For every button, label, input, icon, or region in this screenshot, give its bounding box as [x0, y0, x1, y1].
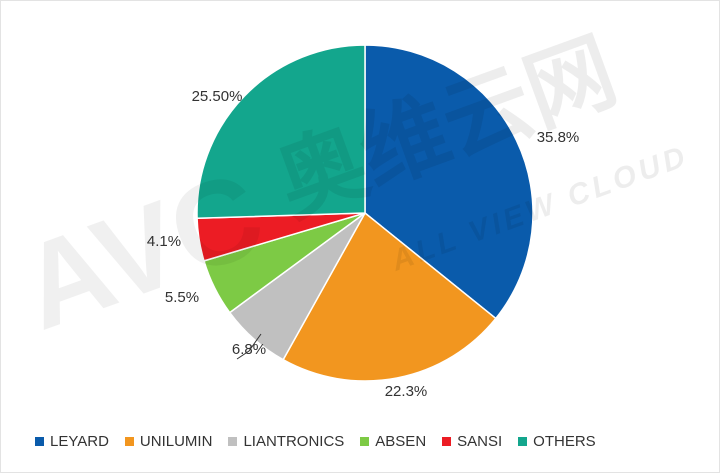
legend-item-absen: ABSEN	[360, 433, 426, 450]
legend-item-unilumin: UNILUMIN	[124, 433, 213, 450]
legend-label: UNILUMIN	[139, 433, 213, 450]
legend-swatch	[442, 437, 452, 446]
legend-swatch	[518, 437, 528, 446]
leader-line-liantronics	[236, 333, 262, 360]
data-label-unilumin: 22.3%	[385, 383, 428, 400]
pie-slices	[196, 44, 534, 382]
legend-swatch	[35, 437, 44, 446]
data-label-absen: 5.5%	[165, 289, 199, 306]
data-label-sansi: 4.1%	[147, 233, 181, 250]
data-label-others: 25.50%	[192, 88, 243, 105]
legend: LEYARD UNILUMIN LIANTRONICS ABSEN SANSI OTHER…	[35, 433, 596, 450]
data-labels: 35.8% 22.3% 6.8% 5.5% 4.1% 25.50%	[147, 88, 579, 400]
data-label-liantronics: 6.8%	[232, 341, 266, 358]
legend-item-leyard: LEYARD	[35, 433, 109, 450]
pie-slice-others	[196, 44, 366, 220]
pie-slice-leyard	[364, 44, 534, 320]
legend-item-others: OTHERS	[518, 433, 596, 450]
legend-item-sansi: SANSI	[442, 433, 502, 450]
legend-swatch	[228, 437, 238, 446]
legend-label: SANSI	[457, 433, 503, 450]
legend-label: ABSEN	[375, 433, 427, 450]
legend-swatch	[124, 437, 134, 446]
legend-label: OTHERS	[533, 433, 596, 450]
data-label-leyard: 35.8%	[537, 129, 580, 146]
leader-lines	[236, 333, 262, 360]
legend-label: LIANTRONICS	[243, 433, 345, 450]
pie-slice-unilumin	[282, 211, 497, 382]
legend-swatch	[360, 437, 370, 446]
legend-label: LEYARD	[50, 433, 109, 450]
legend-item-liantronics: LIANTRONICS	[228, 433, 344, 450]
